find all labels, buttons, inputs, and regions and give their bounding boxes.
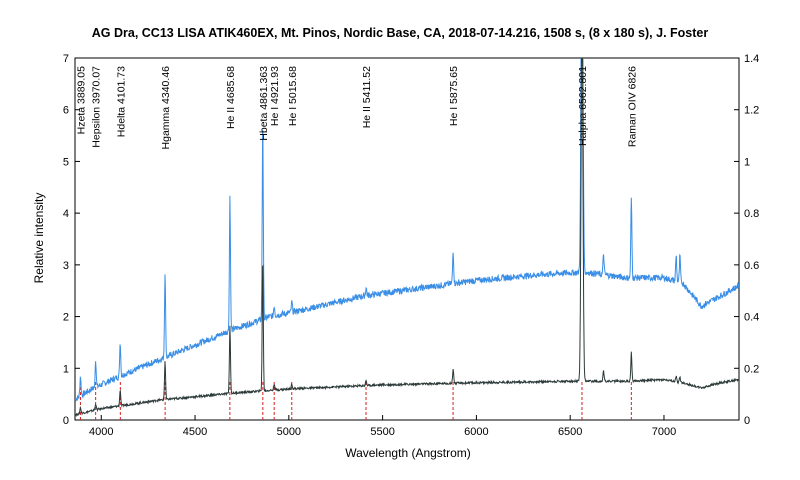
y-tick-label: 4 bbox=[63, 208, 69, 220]
y2-tick-label: 1.4 bbox=[744, 53, 759, 65]
line-marker-label: Hgamma 4340.46 bbox=[160, 66, 172, 150]
y-tick-label: 2 bbox=[63, 312, 69, 324]
plot-area bbox=[74, 57, 740, 421]
y2-tick-label: 0.6 bbox=[744, 260, 759, 272]
line-markers bbox=[79, 382, 632, 420]
line-marker-label: He I 5015.68 bbox=[287, 66, 299, 126]
y2-tick-label: 1 bbox=[744, 156, 750, 168]
x-tick-label: 6500 bbox=[558, 426, 582, 438]
x-axis-label: Wavelength (Angstrom) bbox=[345, 446, 471, 460]
y-tick-label: 3 bbox=[63, 260, 69, 272]
x-tick-label: 6000 bbox=[464, 426, 488, 438]
line-marker-label: He I 5875.65 bbox=[448, 66, 460, 126]
series-group bbox=[75, 58, 739, 418]
y2-tick-label: 0.4 bbox=[744, 312, 759, 324]
line-marker-label: He II 4685.68 bbox=[225, 66, 237, 129]
y-tick-label: 0 bbox=[63, 415, 69, 427]
y-tick-label: 7 bbox=[63, 53, 69, 65]
y-tick-label: 1 bbox=[63, 363, 69, 375]
x-tick-label: 4000 bbox=[89, 426, 113, 438]
line-marker-label: Hepsilon 3970.07 bbox=[91, 66, 103, 148]
x-tick-label: 5000 bbox=[277, 426, 301, 438]
x-tick-label: 4500 bbox=[183, 426, 207, 438]
spectrum-series-1 bbox=[75, 58, 739, 402]
y2-tick-label: 0.2 bbox=[744, 363, 759, 375]
x-tick-label: 7000 bbox=[652, 426, 676, 438]
line-marker-label: Hdelta 4101.73 bbox=[115, 66, 127, 137]
y2-tick-label: 0.8 bbox=[744, 208, 759, 220]
y-tick-label: 5 bbox=[63, 156, 69, 168]
y2-tick-label: 0 bbox=[744, 415, 750, 427]
x-tick-label: 5500 bbox=[370, 426, 394, 438]
y-axis-label: Relative intensity bbox=[32, 193, 46, 284]
line-marker-label: He II 5411.52 bbox=[361, 66, 373, 128]
spectrum-series-2 bbox=[75, 58, 739, 418]
axes: 0 1 2 3 4 5 6 7 0 0.2 0.4 0.6 0.8 1 1.2 1.4 4000 4500 5000… bbox=[63, 53, 759, 438]
line-marker-labels: Hzeta 3889.05 Hepsilon 3970.07 Hdelta 4101… bbox=[75, 66, 638, 150]
line-marker-label: Hzeta 3889.05 bbox=[75, 66, 87, 134]
line-marker-label: He I 4921.93 bbox=[269, 66, 281, 126]
line-marker-label: Raman OIV 6826 bbox=[626, 66, 638, 147]
chart-title: AG Dra, CC13 LISA ATIK460EX, Mt. Pinos, … bbox=[92, 26, 709, 40]
line-marker-label: Hbeta 4861.363 bbox=[258, 66, 270, 141]
line-marker-label: Halpha 6562.801 bbox=[577, 66, 589, 146]
y2-tick-label: 1.2 bbox=[744, 105, 759, 117]
y-tick-label: 6 bbox=[63, 105, 69, 117]
